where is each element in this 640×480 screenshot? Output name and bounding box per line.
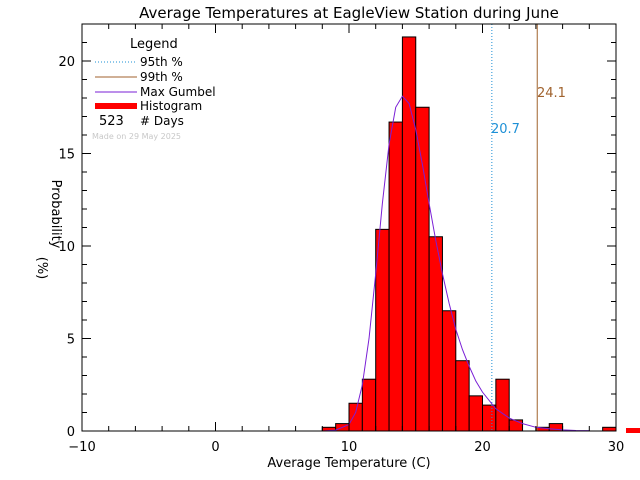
y-axis-unit: (%) [34,257,49,280]
histogram-bar [375,228,390,432]
legend-days-label: # Days [140,114,184,128]
y-axis: 0 5 10 15 20 [58,23,616,440]
legend-title: Legend [130,37,178,52]
histogram-bar [482,404,497,432]
legend-label-99th: 99th % [140,70,183,84]
histogram-bar [361,378,377,432]
x-tick-label: −10 [68,440,95,455]
x-tick-label: 20 [474,440,491,455]
histogram-bar [388,121,403,432]
made-on-note: Made on 29 May 2025 [92,132,181,141]
percentile-95-label: 20.7 [491,122,520,137]
x-axis-label: Average Temperature (C) [267,456,430,471]
legend-days-count: 523 [99,114,124,129]
y-tick-label: 15 [58,148,75,163]
percentile-99-label: 24.1 [537,86,566,101]
y-tick-label: 0 [67,425,75,440]
x-tick-label: 0 [211,440,219,455]
y-axis-label: Probability [48,180,63,249]
histogram-bar [455,360,470,432]
y-tick-label: 20 [58,55,75,70]
x-tick-label: 10 [341,440,358,455]
histogram-bar [441,310,457,432]
histogram-bar [348,402,363,432]
histogram-bar [508,419,524,432]
legend-label-gumbel: Max Gumbel [140,85,216,99]
legend-label-histogram: Histogram [140,99,202,113]
offscale-marker [626,428,640,433]
legend-label-95th: 95th % [140,55,183,69]
plot-area [321,24,617,432]
x-axis: −10 0 10 20 30 [68,24,624,455]
x-tick-label: 30 [608,440,625,455]
y-tick-label: 5 [67,333,75,348]
histogram-bar [415,106,430,432]
y-tick-label: 10 [58,240,75,255]
gumbel-curve [322,95,590,432]
legend: Legend 95th % 99th % Max Gumbel Histogra… [92,37,216,141]
histogram-bar [602,426,617,432]
histogram-bar [468,395,483,432]
chart-title: Average Temperatures at EagleView Statio… [139,4,559,22]
histogram-bar [495,378,510,432]
histogram-bar [401,36,417,432]
